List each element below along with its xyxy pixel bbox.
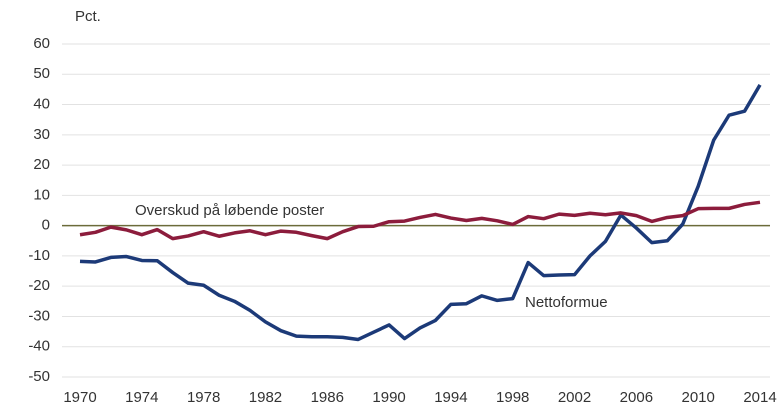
x-tick-label: 1998 <box>496 389 529 406</box>
x-tick-label: 1986 <box>311 389 344 406</box>
y-tick-label: -30 <box>28 307 50 324</box>
line-series <box>79 200 761 241</box>
x-tick-label: 2014 <box>743 389 776 406</box>
y-tick-label: 0 <box>42 217 50 234</box>
line-series <box>79 83 762 342</box>
y-tick-label: -40 <box>28 338 50 355</box>
x-tick-label: 2010 <box>681 389 714 406</box>
x-tick-label: 1974 <box>125 389 158 406</box>
y-tick-label: -10 <box>28 247 50 264</box>
y-tick-label: 60 <box>33 35 50 52</box>
y-axis-label: Pct. <box>75 8 101 25</box>
y-tick-label: -50 <box>28 368 50 385</box>
y-tick-label: 10 <box>33 186 50 203</box>
series-label: Overskud på løbende poster <box>135 202 324 219</box>
x-tick-label: 1994 <box>434 389 467 406</box>
y-tick-label: 20 <box>33 156 50 173</box>
series-label: Nettoformue <box>525 294 608 311</box>
x-tick-label: 1970 <box>63 389 96 406</box>
y-tick-label: 40 <box>33 96 50 113</box>
x-tick-label: 1990 <box>372 389 405 406</box>
x-tick-label: 1978 <box>187 389 220 406</box>
x-tick-label: 2006 <box>620 389 653 406</box>
x-tick-label: 2002 <box>558 389 591 406</box>
y-tick-label: -20 <box>28 277 50 294</box>
y-tick-label: 50 <box>33 65 50 82</box>
x-tick-label: 1982 <box>249 389 282 406</box>
y-tick-label: 30 <box>33 126 50 143</box>
